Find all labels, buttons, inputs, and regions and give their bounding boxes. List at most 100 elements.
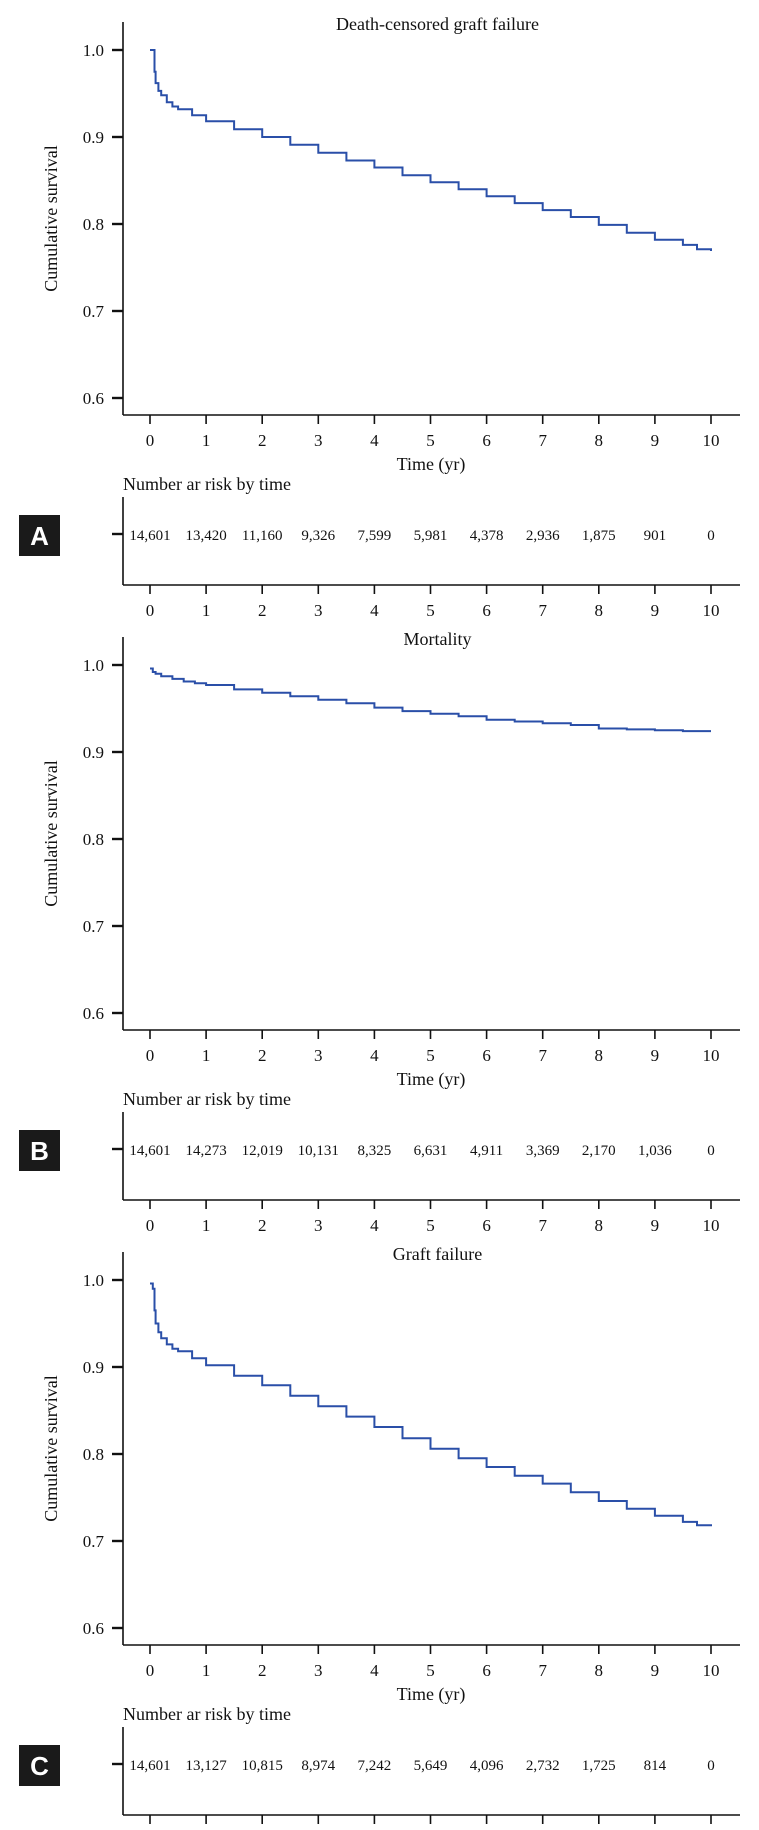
risk-x-tick-label: 9 (651, 1216, 660, 1235)
risk-count: 14,601 (129, 1758, 170, 1774)
risk-x-tick-label: 10 (703, 1216, 720, 1235)
risk-count: 814 (644, 1758, 667, 1774)
risk-count: 901 (644, 528, 667, 544)
y-tick-label: 0.8 (83, 1445, 104, 1464)
x-axis-label: Time (yr) (397, 1684, 466, 1705)
x-tick-label: 1 (202, 1046, 211, 1065)
panel-a: Death-censored graft failure 0.6 0.7 0.8 0.9… (19, 14, 740, 620)
risk-count: 4,378 (470, 528, 504, 544)
risk-x-tick-label: 6 (482, 1216, 491, 1235)
risk-count: 7,599 (358, 528, 392, 544)
x-axis-label: Time (yr) (397, 1069, 466, 1090)
x-tick-label: 1 (202, 1661, 211, 1680)
x-tick-label: 4 (370, 1046, 379, 1065)
risk-x-tick-label: 7 (538, 601, 547, 620)
risk-count: 2,732 (526, 1758, 560, 1774)
x-tick-label: 10 (703, 431, 720, 450)
x-tick-label: 9 (651, 1661, 660, 1680)
x-tick-label: 0 (146, 1046, 155, 1065)
risk-count: 8,325 (358, 1143, 392, 1159)
risk-count: 2,170 (582, 1143, 616, 1159)
panel-badge (19, 1130, 60, 1171)
risk-x-tick-label: 2 (258, 601, 267, 620)
x-tick-label: 9 (651, 1046, 660, 1065)
risk-count: 14,601 (129, 528, 170, 544)
risk-count: 1,725 (582, 1758, 616, 1774)
x-tick-label: 1 (202, 431, 211, 450)
risk-count: 5,649 (414, 1758, 448, 1774)
survival-curve (150, 49, 712, 251)
risk-x-tick-label: 3 (314, 1216, 323, 1235)
risk-x-tick-label: 0 (146, 1216, 155, 1235)
x-tick-label: 6 (482, 1661, 491, 1680)
risk-x-tick-label: 1 (202, 601, 211, 620)
risk-count: 4,911 (470, 1143, 503, 1159)
x-tick-label: 10 (703, 1661, 720, 1680)
y-tick-label: 0.7 (83, 1532, 105, 1551)
risk-x-tick-label: 2 (258, 1216, 267, 1235)
x-tick-label: 8 (595, 1661, 604, 1680)
y-tick-label: 0.9 (83, 128, 104, 147)
x-tick-label: 6 (482, 431, 491, 450)
x-tick-label: 0 (146, 1661, 155, 1680)
y-tick-label: 1.0 (83, 1271, 104, 1290)
y-tick-label: 0.7 (83, 917, 105, 936)
survival-curve (150, 1282, 712, 1527)
risk-count: 1,875 (582, 528, 616, 544)
y-axis-label: Cumulative survival (41, 145, 61, 291)
risk-x-tick-label: 8 (595, 1216, 604, 1235)
x-tick-label: 9 (651, 431, 660, 450)
risk-x-tick-label: 0 (146, 601, 155, 620)
risk-x-tick-label: 5 (426, 1216, 435, 1235)
y-tick-label: 0.8 (83, 215, 104, 234)
y-tick-label: 0.6 (83, 1004, 104, 1023)
risk-count: 0 (707, 1758, 715, 1774)
x-tick-label: 5 (426, 431, 435, 450)
chart-title: Death-censored graft failure (336, 14, 539, 34)
y-axis-label: Cumulative survival (41, 760, 61, 906)
x-tick-label: 8 (595, 431, 604, 450)
risk-count: 11,160 (242, 528, 283, 544)
risk-count: 4,096 (470, 1758, 504, 1774)
risk-count: 1,036 (638, 1143, 672, 1159)
x-axis-label: Time (yr) (397, 454, 466, 475)
risk-x-tick-label: 7 (538, 1216, 547, 1235)
chart-title: Mortality (404, 629, 472, 649)
x-tick-label: 2 (258, 431, 267, 450)
x-tick-label: 3 (314, 431, 323, 450)
x-tick-label: 8 (595, 1046, 604, 1065)
risk-count: 0 (707, 1143, 715, 1159)
risk-x-tick-label: 4 (370, 1216, 379, 1235)
panel-badge-letter: B (30, 1136, 49, 1166)
risk-x-tick-label: 4 (370, 601, 379, 620)
x-tick-label: 3 (314, 1046, 323, 1065)
x-tick-label: 7 (538, 1661, 547, 1680)
risk-count: 7,242 (358, 1758, 392, 1774)
panel-badge-letter: A (30, 521, 49, 551)
risk-count: 10,131 (298, 1143, 339, 1159)
y-tick-label: 1.0 (83, 656, 104, 675)
risk-x-tick-label: 6 (482, 601, 491, 620)
panel-badge (19, 1745, 60, 1786)
risk-table-title: Number ar risk by time (123, 1704, 291, 1724)
y-axis-label: Cumulative survival (41, 1375, 61, 1521)
risk-x-tick-label: 1 (202, 1216, 211, 1235)
x-tick-label: 2 (258, 1661, 267, 1680)
risk-count: 14,601 (129, 1143, 170, 1159)
x-tick-label: 4 (370, 431, 379, 450)
x-tick-label: 6 (482, 1046, 491, 1065)
risk-x-tick-label: 10 (703, 601, 720, 620)
x-tick-label: 5 (426, 1046, 435, 1065)
risk-count: 10,815 (242, 1758, 283, 1774)
panel-badge (19, 515, 60, 556)
x-tick-label: 7 (538, 1046, 547, 1065)
x-tick-label: 4 (370, 1661, 379, 1680)
y-tick-label: 1.0 (83, 41, 104, 60)
panel-c: Graft failure 0.6 0.7 0.8 0.9 1.0 0 1 2 3 4 5 6 7 8 9 10… (19, 1244, 740, 1824)
risk-count: 14,273 (185, 1143, 226, 1159)
risk-count: 2,936 (526, 528, 560, 544)
risk-count: 12,019 (242, 1143, 283, 1159)
risk-count: 13,420 (185, 528, 226, 544)
